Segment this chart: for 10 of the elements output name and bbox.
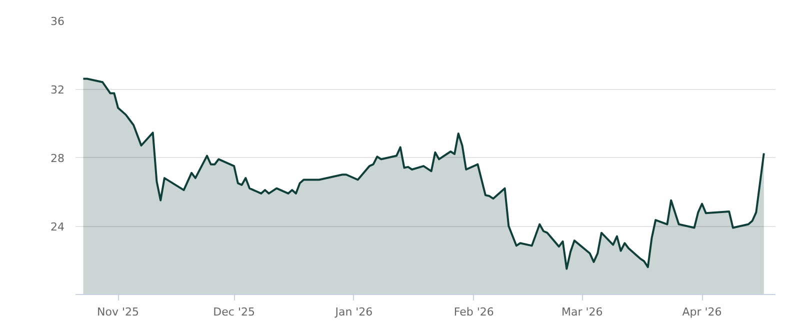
x-tick-label: Dec '25 [213, 306, 255, 318]
x-tick-label: Jan '26 [334, 306, 373, 318]
y-tick-label: 36 [50, 15, 65, 28]
y-tick-label: 24 [50, 220, 65, 234]
x-tick-label: Mar '26 [561, 306, 603, 318]
x-tick-label: Apr '26 [682, 306, 722, 318]
x-tick-label: Nov '25 [97, 306, 140, 318]
y-tick-label: 28 [50, 152, 65, 165]
x-tick-label: Feb '26 [454, 306, 494, 318]
y-tick-label: 32 [50, 84, 65, 96]
